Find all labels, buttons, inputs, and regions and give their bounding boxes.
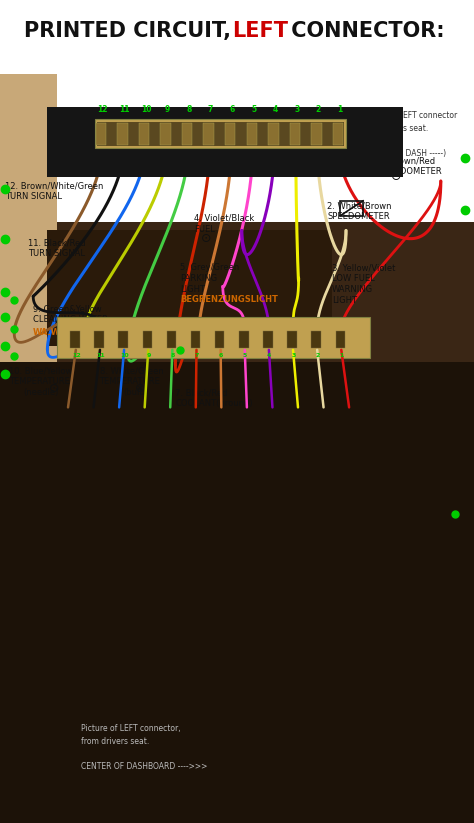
Bar (182, 123, 192, 145)
Text: 9. Green&Yellow
CLEANING WATER: 9. Green&Yellow CLEANING WATER (33, 305, 108, 324)
Text: 8. White/Green
TEMPERATURE: 8. White/Green TEMPERATURE (100, 366, 163, 386)
Text: 3: 3 (292, 353, 296, 358)
Bar (311, 123, 322, 145)
Text: (bulb): (bulb) (123, 388, 148, 398)
Text: BEGRENZUNGSLICHT: BEGRENZUNGSLICHT (180, 295, 278, 304)
Text: 10: 10 (141, 105, 151, 114)
Text: ⊙: ⊙ (49, 382, 60, 395)
Text: WA.WASSER: WA.WASSER (33, 328, 91, 337)
Bar (203, 123, 214, 145)
Text: 12. Brown/White/Green
TURN SIGNAL: 12. Brown/White/Green TURN SIGNAL (5, 181, 103, 201)
Text: 2: 2 (316, 105, 321, 114)
Text: KU.WASSER: KU.WASSER (171, 342, 226, 351)
Bar (160, 123, 171, 145)
Text: ⊙: ⊙ (391, 170, 401, 184)
Bar (57, 317, 370, 358)
Bar (340, 201, 363, 216)
Text: 7: 7 (195, 353, 199, 358)
Text: Picture of LEFT connector,
from drivers seat.

CENTER OF DASHBOARD ---->>>: Picture of LEFT connector, from drivers … (81, 724, 207, 771)
Bar (118, 331, 128, 348)
Bar (215, 331, 224, 348)
Text: 12: 12 (72, 353, 81, 358)
Bar (290, 123, 300, 145)
Bar (96, 123, 106, 145)
Text: 4: 4 (273, 105, 278, 114)
Bar (47, 230, 332, 346)
Bar (70, 331, 80, 348)
Bar (239, 331, 248, 348)
Text: 1: 1 (337, 105, 343, 114)
Bar (143, 331, 152, 348)
Text: ⊗: ⊗ (135, 382, 145, 395)
Text: 5. Grey/Green
PARKING
LIGHT: 5. Grey/Green PARKING LIGHT (180, 263, 239, 294)
Bar (0, 74, 57, 362)
Text: 2. White/Brown
SPEEDOMETER: 2. White/Brown SPEEDOMETER (327, 202, 392, 221)
Bar (246, 123, 257, 145)
Bar (333, 123, 343, 145)
Bar (263, 331, 273, 348)
Text: 6: 6 (229, 105, 235, 114)
Bar (311, 331, 321, 348)
Text: 8: 8 (171, 353, 175, 358)
Bar (167, 331, 176, 348)
Bar (94, 331, 104, 348)
Text: 10: 10 (120, 353, 129, 358)
Bar (47, 107, 403, 177)
Text: LEFT: LEFT (232, 21, 288, 40)
Bar (225, 123, 236, 145)
Bar (191, 331, 201, 348)
Text: 12: 12 (98, 105, 108, 114)
Text: 1: 1 (339, 353, 344, 358)
Text: Picture of LEFT connector
from drivers seat.

CENTER OF DASH -----): Picture of LEFT connector from drivers s… (360, 111, 457, 158)
Text: 6. Brown/Blue
COOLANT: 6. Brown/Blue COOLANT (171, 319, 229, 339)
Bar (0, 222, 474, 823)
Text: 9: 9 (165, 105, 170, 114)
Bar (0, 222, 474, 362)
Text: 3. Yellow/Violet
LOW FUEL
WARNING
LIGHT: 3. Yellow/Violet LOW FUEL WARNING LIGHT (332, 263, 395, 305)
Text: CONNECTOR:: CONNECTOR: (284, 21, 445, 40)
Bar (336, 331, 345, 348)
Text: 7: 7 (208, 105, 213, 114)
Text: 11: 11 (96, 353, 105, 358)
Bar (117, 123, 128, 145)
Text: 9: 9 (146, 353, 151, 358)
Bar (268, 123, 279, 145)
Text: 4. Violet/Black
FUEL: 4. Violet/Black FUEL (194, 214, 255, 234)
Text: ⊙: ⊙ (201, 232, 211, 245)
Text: 11. Black/Red
TURN SIGNAL: 11. Black/Red TURN SIGNAL (28, 239, 86, 258)
Text: 1. Brown/Red
SPEEDOMETER: 1. Brown/Red SPEEDOMETER (379, 156, 442, 176)
Text: (needle): (needle) (24, 388, 59, 398)
Text: 10. Blue/Yellow
TEMPERATURE: 10. Blue/Yellow TEMPERATURE (9, 366, 73, 386)
Bar (97, 122, 344, 146)
Text: 5: 5 (243, 353, 247, 358)
Bar (0, 0, 474, 362)
Text: 2: 2 (315, 353, 320, 358)
Bar (139, 123, 149, 145)
Text: 11: 11 (119, 105, 130, 114)
Text: PRINTED CIRCUIT,: PRINTED CIRCUIT, (24, 21, 238, 40)
Text: 7. Black/Red
COOLANT(ground): 7. Black/Red COOLANT(ground) (175, 388, 253, 408)
Text: 4: 4 (267, 353, 272, 358)
Text: 5: 5 (251, 105, 256, 114)
Text: 8: 8 (186, 105, 191, 114)
Text: 3: 3 (294, 105, 300, 114)
Bar (95, 119, 346, 148)
Text: 6: 6 (219, 353, 223, 358)
Bar (287, 331, 297, 348)
